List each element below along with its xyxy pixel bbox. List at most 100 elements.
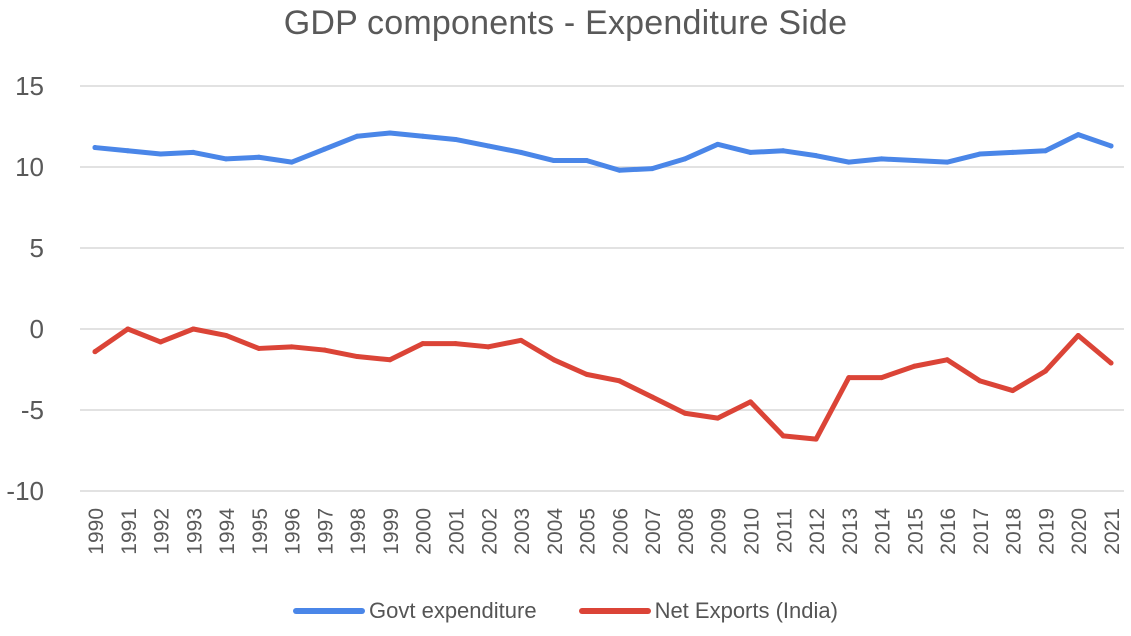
x-tick-label: 2002 [478,508,501,555]
data-point-govt-expenditure [977,151,983,157]
chart-title: GDP components - Expenditure Side [283,4,848,42]
legend-item-govt-expenditure: Govt expenditure [293,598,537,624]
data-point-govt-expenditure [485,143,491,149]
legend-label: Govt expenditure [369,598,537,623]
data-point-govt-expenditure [387,130,393,136]
data-point-govt-expenditure [158,151,164,157]
x-tick-label: 1997 [314,508,337,555]
data-point-net-exports-india [1010,388,1016,394]
data-point-net-exports-india [879,375,885,381]
data-point-govt-expenditure [1010,149,1016,155]
data-point-govt-expenditure [289,159,295,165]
x-tick-label: 2011 [773,508,796,553]
data-point-net-exports-india [289,344,295,350]
x-tick-label: 2012 [806,508,829,555]
data-point-net-exports-india [518,337,524,343]
data-point-govt-expenditure [1042,148,1048,154]
x-tick-label: 2000 [413,508,436,555]
data-point-govt-expenditure [125,148,131,154]
x-tick-label: 2008 [675,508,698,555]
x-tick-label: 2005 [577,508,600,555]
data-point-net-exports-india [158,339,164,345]
data-point-govt-expenditure [911,158,917,164]
data-point-net-exports-india [551,357,557,363]
y-tick-label: 0 [30,314,44,344]
series-line-govt-expenditure [92,130,1114,173]
data-point-net-exports-india [911,363,917,369]
legend-label: Net Exports (India) [654,598,838,623]
x-tick-label: 2016 [937,508,960,555]
data-point-govt-expenditure [649,166,655,172]
data-point-govt-expenditure [813,153,819,159]
data-point-net-exports-india [1042,368,1048,374]
data-point-govt-expenditure [92,145,98,151]
x-tick-label: 2010 [740,508,763,555]
data-point-govt-expenditure [715,141,721,147]
data-point-net-exports-india [387,357,393,363]
data-point-net-exports-india [485,344,491,350]
data-point-govt-expenditure [321,146,327,152]
x-tick-label: 2009 [708,508,731,555]
x-tick-label: 1992 [151,508,174,555]
data-point-govt-expenditure [584,158,590,164]
data-point-net-exports-india [92,349,98,355]
legend-swatch [293,608,366,614]
data-point-net-exports-india [223,332,229,338]
x-tick-label: 1998 [347,508,370,555]
x-tick-label: 1995 [249,508,272,555]
data-point-net-exports-india [125,326,131,332]
x-tick-label: 2003 [511,508,534,555]
data-point-govt-expenditure [223,156,229,162]
data-point-net-exports-india [813,436,819,442]
data-point-net-exports-india [616,378,622,384]
x-tick-label: 2013 [839,508,862,555]
x-tick-label: 2014 [872,508,895,555]
line-chart: 15 10 5 0 -5 -10 1990 1991 1992 1993 1994 1995 1996 1… [6,71,1124,555]
legend-item-net-exports-india: Net Exports (India) [578,598,838,624]
data-point-govt-expenditure [551,158,557,164]
y-tick-label: 5 [30,233,44,263]
x-tick-label: 1996 [282,508,305,555]
data-point-net-exports-india [321,347,327,353]
data-point-govt-expenditure [747,149,753,155]
series-line-net-exports-india [92,326,1114,442]
y-tick-label: -10 [6,476,44,506]
data-point-net-exports-india [1075,332,1081,338]
x-tick-label: 2015 [904,508,927,555]
x-tick-label: 2007 [642,508,665,555]
x-tick-label: 2019 [1035,508,1058,555]
data-point-net-exports-india [256,345,262,351]
data-point-net-exports-india [1108,360,1114,366]
data-point-govt-expenditure [453,136,459,142]
data-point-govt-expenditure [879,156,885,162]
y-tick-label: 15 [15,71,44,101]
data-point-govt-expenditure [1108,143,1114,149]
x-tick-label: 1990 [85,508,108,555]
x-tick-label: 1994 [216,508,239,555]
data-point-govt-expenditure [616,167,622,173]
x-tick-label: 1999 [380,508,403,555]
x-tick-label: 1993 [183,508,206,555]
x-tick-label: 2004 [544,508,567,555]
data-point-net-exports-india [420,341,426,347]
x-tick-label: 1991 [118,508,141,555]
data-point-govt-expenditure [780,148,786,154]
x-tick-label: 2017 [970,508,993,555]
x-tick-label: 2021 [1101,508,1124,555]
data-point-net-exports-india [780,433,786,439]
x-tick-label: 2006 [609,508,632,555]
data-point-net-exports-india [977,378,983,384]
data-point-govt-expenditure [1075,132,1081,138]
data-point-net-exports-india [453,341,459,347]
y-tick-label: -5 [21,395,44,425]
data-point-net-exports-india [846,375,852,381]
x-tick-label: 2020 [1068,508,1091,555]
data-point-govt-expenditure [944,159,950,165]
data-point-net-exports-india [944,357,950,363]
legend-swatch [578,608,651,614]
data-point-net-exports-india [190,326,196,332]
data-point-govt-expenditure [420,133,426,139]
data-point-net-exports-india [354,354,360,360]
data-point-govt-expenditure [354,133,360,139]
data-point-net-exports-india [682,410,688,416]
